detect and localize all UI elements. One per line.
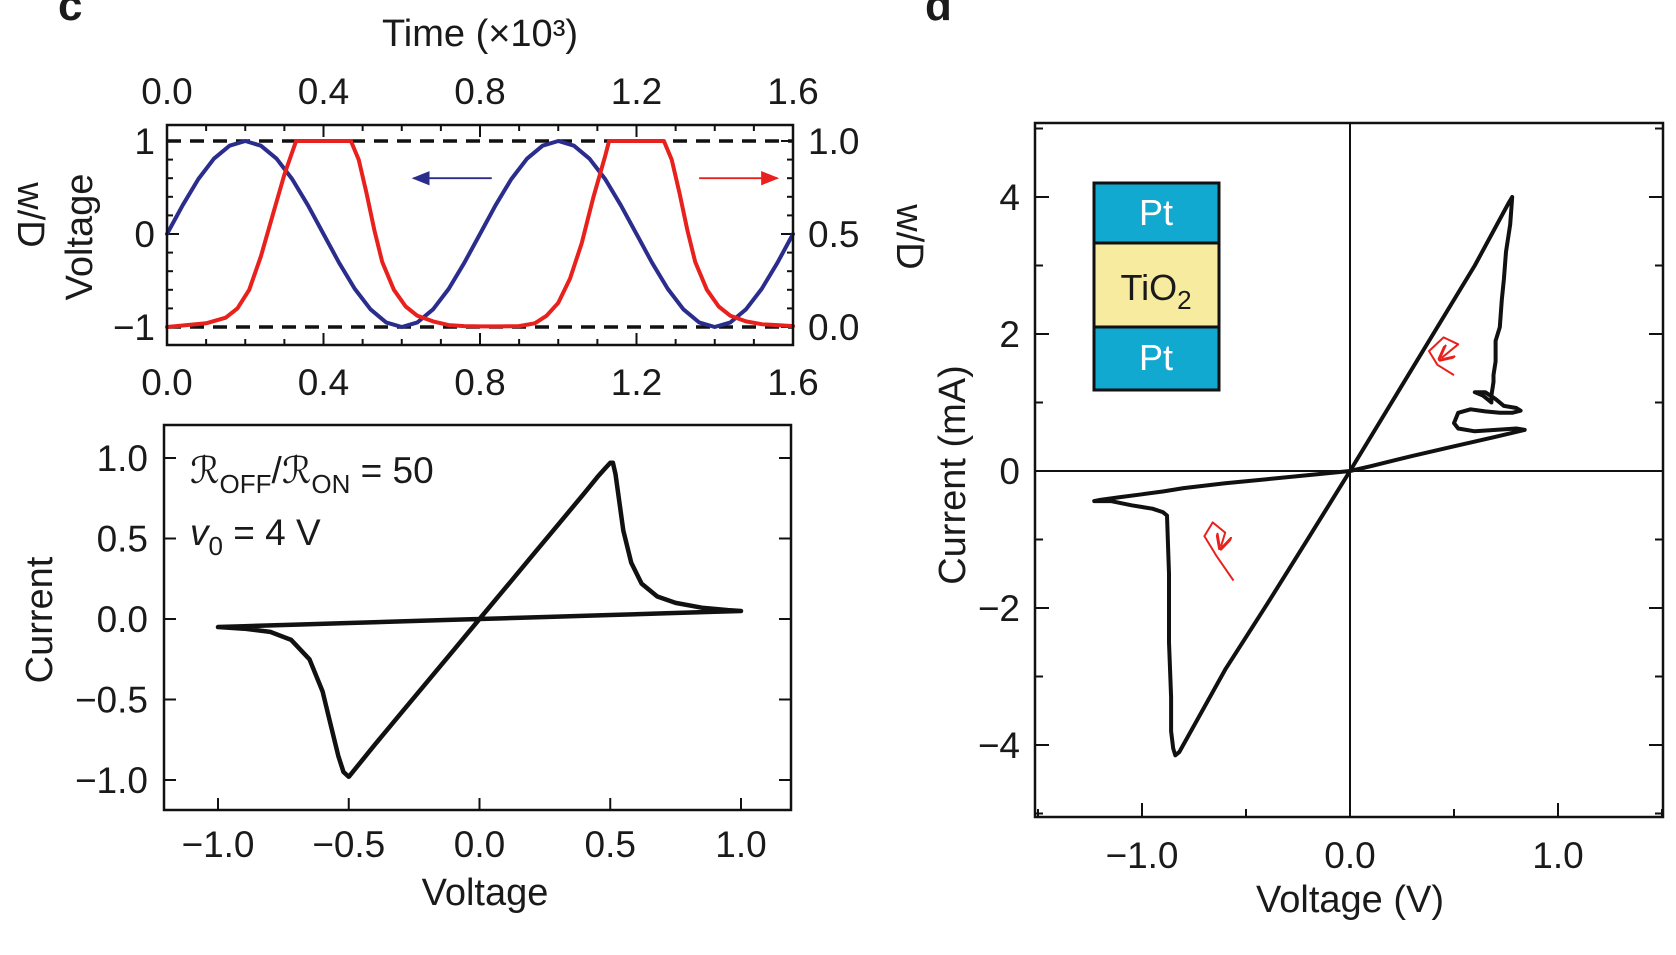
d-x-tick-label: 0.0 [1324,835,1375,876]
ctop-top-tick-label: 0.8 [454,71,505,112]
ctop-bottom-tick-label: 0.4 [298,362,349,403]
d-x-tick-label: 1.0 [1532,835,1583,876]
cbot-hysteresis-loop [215,460,744,780]
annotation-ratio: ℛOFF/ℛON = 50 [190,450,434,499]
chart-c-top: Time (×10³) w/D Voltage w/D 0.0 0.4 0.8 1.2… [9,13,930,403]
chart-c-bottom: Current Voltage −1.0 −0.5 0.0 0.5 1.0 1.0 0.5 0… [19,423,793,914]
chart-c-bottom-xlabel: Voltage [422,872,549,914]
chart-c-top-frame [165,123,795,347]
chart-c-bottom-series [215,460,744,780]
annotation-slash: / [272,450,283,491]
layer-pt-bottom [1092,325,1221,392]
chart-c-bottom-ticks: −1.0 −0.5 0.0 0.5 1.0 1.0 0.5 0.0 −0.5 −1.0 [75,438,791,865]
annotation-r-off: ℛ [190,450,220,491]
ctop-top-tick-label: 1.2 [611,71,662,112]
d-iv-loop [1092,195,1527,758]
chart-c-bottom-ylabel: Current [19,556,61,683]
cbot-x-tick-label: 1.0 [715,824,766,865]
chart-d-loop-arrows [1203,336,1460,582]
cbot-y-tick-label: 0.0 [97,599,148,640]
d-y-tick-label: 4 [999,177,1020,218]
ctop-right-tick-label: 0.0 [808,307,859,348]
d-y-tick-label: 2 [999,314,1020,355]
cbot-x-tick-label: −0.5 [312,824,385,865]
chart-c-top-ticks: 0.0 0.4 0.8 1.2 1.6 0.0 0.4 0.8 1.2 1.6 1 0 −1 1.0 0.5… [113,71,860,403]
annotation-v-sub: 0 [209,531,223,561]
annotation-v0: v0 = 4 V [190,512,321,561]
annotation-r-on: ℛ [282,450,312,491]
cbot-y-tick-label: −1.0 [75,760,148,801]
ctop-left-tick-label: 0 [134,214,155,255]
ctop-right-tick-label: 1.0 [808,121,859,162]
chart-d-xlabel: Voltage (V) [1256,879,1444,921]
device-stack: Pt TiO2 Pt [1092,181,1221,392]
d-y-tick-label: −2 [978,588,1020,629]
d-loop-arrow [1203,521,1235,582]
layer-tio2-main: TiO [1120,267,1177,308]
ctop-left-tick-label: −1 [113,307,155,348]
d-x-tick-label: −1.0 [1105,835,1178,876]
chart-c-top-title: Time (×10³) [382,13,578,55]
cbot-x-tick-label: 0.5 [585,824,636,865]
ctop-left-tick-label: 1 [134,121,155,162]
d-y-tick-label: −4 [978,725,1020,766]
annotation-v: v [190,512,211,553]
ctop-bottom-tick-label: 0.0 [141,362,192,403]
ctop-top-tick-label: 1.6 [767,71,818,112]
chart-d-ylabel: Current (mA) [932,365,974,585]
ctop-right-tick-label: 0.5 [808,214,859,255]
d-loop-arrow [1428,336,1460,376]
annotation-r-off-sub: OFF [220,469,272,499]
cbot-x-tick-label: −1.0 [181,824,254,865]
ctop-series-line-left [165,139,795,329]
panel-letter-c: c [58,0,82,30]
chart-c-bottom-frame [162,423,793,812]
chart-c-top-cut-label: w/D [9,181,51,247]
layer-tio2 [1092,241,1221,329]
chart-c-top-ylabel-left: Voltage [59,174,101,301]
annotation-ratio-value: = 50 [350,450,433,491]
chart-d-series [1092,195,1527,758]
chart-d-ticks: −1.0 0.0 1.0 4 2 0 −2 −4 [978,127,1663,876]
chart-c-top-series [165,139,795,329]
ctop-bottom-tick-label: 1.2 [611,362,662,403]
ctop-bottom-tick-label: 0.8 [454,362,505,403]
panel-letter-d: d [925,0,952,30]
ctop-top-tick-label: 0.0 [141,71,192,112]
cbot-y-tick-label: 1.0 [97,438,148,479]
layer-pt-bottom-label: Pt [1139,337,1173,378]
layer-tio2-label: TiO2 [1120,267,1191,315]
cbot-x-tick-label: 0.0 [454,824,505,865]
layer-pt-top-label: Pt [1139,192,1173,233]
chart-c-top-ylabel-right: w/D [888,203,930,269]
annotation-v0-value: = 4 V [223,512,321,553]
d-y-tick-label: 0 [999,451,1020,492]
ctop-bottom-tick-label: 1.6 [767,362,818,403]
chart-d-frame [1033,121,1665,819]
layer-tio2-sub: 2 [1177,285,1191,315]
ctop-top-tick-label: 0.4 [298,71,349,112]
cbot-y-tick-label: −0.5 [75,680,148,721]
annotation-r-on-sub: ON [311,469,350,499]
chart-d: Current (mA) Voltage (V) −1.0 0.0 1.0 4 2 0 −2… [932,121,1665,921]
cbot-y-tick-label: 0.5 [97,519,148,560]
ctop-series-line-right [165,139,795,329]
